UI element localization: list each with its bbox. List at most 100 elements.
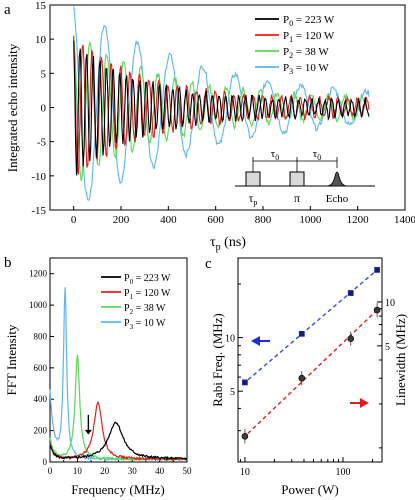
- taup-sub: p: [253, 198, 257, 207]
- panel-b-xtick-label: 30: [128, 466, 138, 476]
- pulse-taup-box: [245, 171, 261, 187]
- panel-b-series-group: [49, 287, 188, 462]
- legend-sym: P: [124, 318, 130, 329]
- panel-b-series-2: [49, 354, 188, 462]
- panel-b-ytick-label: 400: [34, 394, 48, 404]
- legend-sub: 3: [130, 323, 134, 331]
- tau0-sym: τ: [313, 148, 318, 160]
- panel-a-xlabel-sub: p: [216, 242, 221, 253]
- panel-c-chart: 10 100 5 10 5 10 Rabi Freq. (MHz) Linewidth (…: [210, 257, 408, 497]
- panel-c-rabi-point: [242, 379, 248, 386]
- panel-c-ticks: 10 100 5 10 5 10: [225, 283, 395, 478]
- legend-sub: 1: [130, 293, 134, 301]
- panel-a-xtick-label: 200: [113, 214, 130, 226]
- tau0-sym: τ: [271, 148, 276, 160]
- panel-b-series-1: [49, 401, 188, 462]
- panel-a-series-0: [73, 40, 370, 176]
- panel-c-fit-rabi: [242, 267, 380, 385]
- panel-a-xtick-label: 1200: [347, 214, 370, 226]
- pulse-tau0-label-1: τ0: [271, 148, 279, 162]
- panel-c-linewidth-point: [373, 306, 381, 314]
- panel-c-rabi-point: [347, 290, 354, 296]
- panel-a-ytick-label: 15: [35, 0, 47, 12]
- panel-c-frame: [237, 257, 383, 463]
- panel-a-xtick-label: 400: [160, 214, 177, 226]
- legend-rest: = 38 W: [293, 46, 329, 58]
- panel-a-ylabel: Integrated echo intensity: [5, 43, 20, 172]
- panel-c-arrow-right-head: [360, 398, 369, 408]
- panel-a-ytick-label: -15: [31, 205, 46, 217]
- panel-b-ytick-label: 0: [43, 457, 48, 467]
- legend-sym: P: [283, 14, 289, 26]
- panel-c-ytick-label-left: 10: [225, 334, 235, 345]
- legend-rest: = 223 W: [133, 273, 171, 284]
- panel-b-ytick-label: 600: [34, 363, 48, 373]
- panel-c-xtick-label: 100: [335, 467, 350, 478]
- panel-a-xtick-label: 600: [207, 214, 224, 226]
- panel-c-arrow-left-head: [251, 336, 260, 346]
- panel-c-rabi-point: [298, 330, 305, 337]
- panel-a-ytick-label: -10: [31, 171, 46, 183]
- panel-a-xlabel-rest: (ns): [221, 235, 247, 250]
- tau0-sub: 0: [317, 153, 321, 162]
- panel-b-ytick-label: 1000: [29, 300, 48, 310]
- panel-b-ytick-label: 800: [34, 331, 48, 341]
- legend-rest: = 223 W: [293, 14, 335, 26]
- panel-b-series-0: [49, 421, 188, 461]
- panel-a-legend: P0 = 223 WP1 = 120 WP2 = 38 WP3 = 10 W: [255, 14, 335, 76]
- panel-a-ytick-label: 10: [35, 34, 47, 46]
- panel-c-ytick-label-right: 10: [385, 298, 395, 309]
- legend-rest: = 120 W: [293, 30, 335, 42]
- panel-a-xlabel: τp (ns): [210, 235, 246, 253]
- panel-a-xlabel-sym: τ: [210, 235, 216, 250]
- panel-a-ytick-label: 5: [41, 68, 47, 80]
- panel-b-series-3: [49, 287, 188, 462]
- legend-sub: 2: [289, 51, 293, 60]
- panel-c-linewidth-point: [241, 433, 249, 440]
- tau0-sub: 0: [275, 153, 279, 162]
- legend-sym: P: [124, 288, 130, 299]
- panel-a-series-3: [73, 6, 370, 201]
- legend-rest: = 10 W: [293, 62, 329, 74]
- legend-sub: 0: [130, 278, 134, 286]
- legend-sym: P: [283, 62, 289, 74]
- panel-label-b: b: [4, 255, 12, 271]
- legend-sym: P: [283, 30, 289, 42]
- legend-sym: P: [124, 273, 130, 284]
- legend-sub: 1: [289, 35, 293, 44]
- panel-a-xtick-label: 0: [71, 214, 77, 226]
- pulse-pi-label: π: [294, 191, 300, 205]
- legend-sub: 3: [289, 67, 293, 76]
- panel-c-fit-linewidth: [242, 307, 380, 439]
- panel-b-legend-label: P2 = 38 W: [124, 303, 166, 316]
- panel-c-linewidth-point: [298, 374, 306, 382]
- panel-a-chart: 0 200 400 600 800 1000 1200 1400-15-10-5051015 …: [5, 0, 415, 253]
- legend-sub: 0: [289, 19, 293, 28]
- panel-b-legend-label: P0 = 223 W: [124, 273, 171, 286]
- legend-rest: = 10 W: [133, 318, 166, 329]
- legend-sym: P: [283, 46, 289, 58]
- panel-a-xtick-label: 800: [255, 214, 272, 226]
- legend-sym: P: [124, 303, 130, 314]
- panel-a-xtick-label: 1400: [394, 214, 415, 226]
- legend-rest: = 120 W: [133, 288, 171, 299]
- panel-b-legend-label: P3 = 10 W: [124, 318, 166, 331]
- panel-b-legend: P0 = 223 WP1 = 120 WP2 = 38 WP3 = 10 W: [101, 273, 171, 331]
- panel-b-xtick-label: 10: [73, 466, 83, 476]
- taup-sym: τ: [249, 191, 254, 205]
- panel-a-legend-label: P2 = 38 W: [283, 46, 329, 60]
- legend-sub: 2: [130, 308, 134, 316]
- panel-a-legend-label: P0 = 223 W: [283, 14, 335, 28]
- legend-rest: = 38 W: [133, 303, 166, 314]
- panel-c-xtick-label: 10: [240, 467, 250, 478]
- panel-c-ytick-label-right: 5: [385, 342, 390, 353]
- panel-c-rabi-point: [374, 267, 381, 273]
- panel-a-series-group: [73, 6, 370, 201]
- panel-a-ytick-label: 0: [41, 103, 47, 115]
- panel-c-ylabel-right: Linewidth (MHz): [393, 314, 408, 406]
